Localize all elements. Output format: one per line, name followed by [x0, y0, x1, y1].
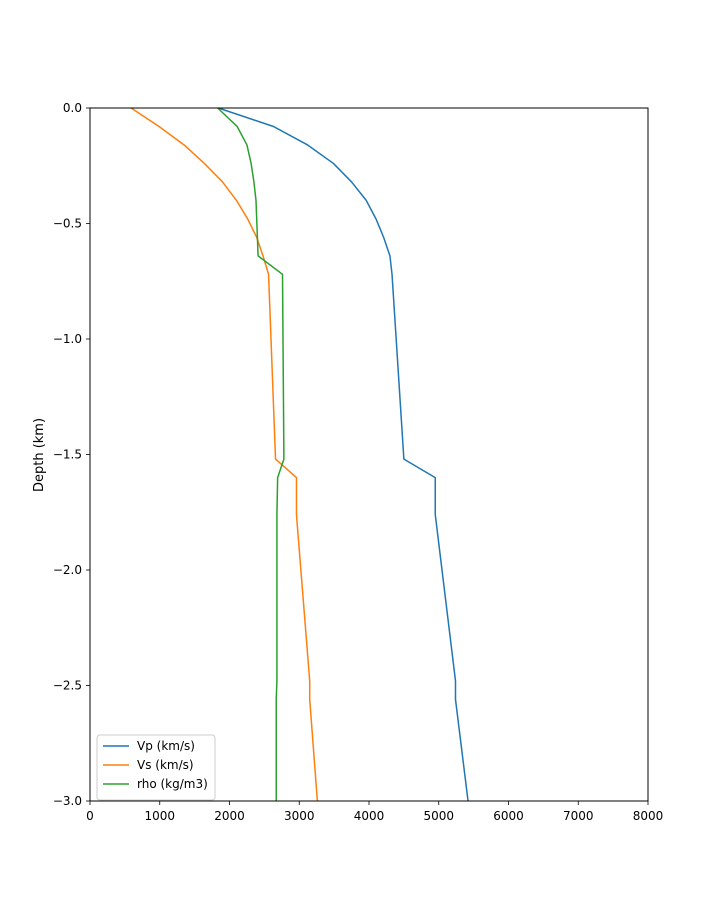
x-axis: 0 1000 2000 3000 4000 5000 6000 7000 8000 — [86, 801, 663, 823]
series-line-2 — [217, 107, 285, 801]
y-tick-label: −1.0 — [53, 332, 82, 346]
legend-label: rho (kg/m3) — [137, 777, 208, 791]
y-tick-label: −3.0 — [53, 794, 82, 808]
legend: Vp (km/s) Vs (km/s) rho (kg/m3) — [96, 734, 216, 801]
y-tick-label: −2.0 — [53, 563, 82, 577]
x-tick-label: 3000 — [284, 809, 315, 823]
x-tick-label: 7000 — [563, 809, 594, 823]
y-axis: 0.0 −0.5 −1.0 −1.5 −2.0 −2.5 −3.0 — [53, 101, 90, 808]
x-tick-label: 1000 — [144, 809, 175, 823]
x-tick-label: 4000 — [354, 809, 385, 823]
x-tick-label: 6000 — [493, 809, 524, 823]
x-tick-label: 2000 — [214, 809, 245, 823]
legend-label: Vp (km/s) — [137, 739, 195, 753]
x-tick-label: 5000 — [423, 809, 454, 823]
y-tick-label: −0.5 — [53, 217, 82, 231]
x-tick-label: 8000 — [633, 809, 664, 823]
series-line-0 — [218, 107, 469, 802]
y-tick-label: −1.5 — [53, 448, 82, 462]
series-layer — [130, 107, 469, 802]
x-tick-label: 0 — [86, 809, 94, 823]
legend-label: Vs (km/s) — [137, 758, 194, 772]
y-tick-label: −2.5 — [53, 679, 82, 693]
y-tick-label: 0.0 — [63, 101, 82, 115]
plot-frame — [89, 107, 649, 802]
series-line-1 — [130, 107, 319, 802]
y-axis-label: Depth (km) — [32, 418, 47, 492]
